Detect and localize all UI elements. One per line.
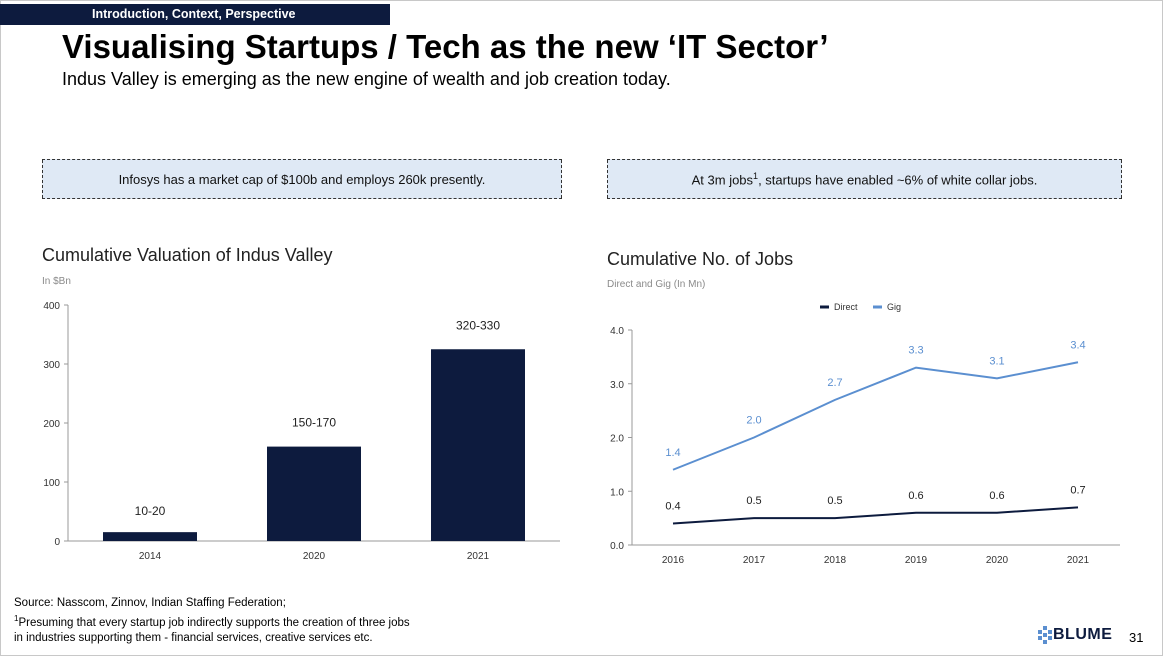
- valuation-bar-chart: 0 100 200 300 400 10-20 2014 150-170 2020 320-330…: [43, 301, 560, 562]
- brand-name: BLUME: [1053, 626, 1113, 643]
- valuation-chart-title: Cumulative Valuation of Indus Valley: [42, 245, 333, 265]
- y-tick-label: 0.0: [610, 541, 624, 552]
- y-tick-label: 0: [54, 537, 60, 548]
- bar-data-label: 150-170: [292, 416, 336, 430]
- line-data-label: 0.5: [746, 495, 761, 507]
- callout-right-text: At 3m jobs1, startups have enabled ~6% o…: [691, 170, 1038, 188]
- bar-data-label: 10-20: [135, 504, 166, 518]
- line-data-label: 2.7: [827, 377, 842, 389]
- source-line: Source: Nasscom, Zinnov, Indian Staffing…: [14, 597, 286, 609]
- line-data-label: 0.6: [908, 490, 923, 502]
- line-data-label: 0.7: [1070, 484, 1085, 496]
- callout-right: At 3m jobs1, startups have enabled ~6% o…: [607, 159, 1122, 199]
- x-tick-label: 2018: [824, 555, 847, 566]
- bar: [103, 532, 197, 541]
- x-tick-label: 2020: [303, 551, 326, 562]
- x-tick-label: 2017: [743, 555, 766, 566]
- jobs-chart-subtitle: Direct and Gig (In Mn): [607, 279, 706, 290]
- line-data-label: 0.4: [665, 501, 680, 513]
- callout-left: Infosys has a market cap of $100b and em…: [42, 159, 562, 199]
- series-line-direct: [672, 506, 1079, 525]
- line-data-label: 3.3: [908, 345, 923, 357]
- callout-left-text: Infosys has a market cap of $100b and em…: [118, 171, 486, 187]
- footnote-line-1: 1Presuming that every startup job indire…: [14, 614, 410, 629]
- y-tick-label: 100: [43, 478, 60, 489]
- footnote-line-2: in industries supporting them - financia…: [14, 631, 373, 644]
- y-tick-label: 2.0: [610, 434, 624, 445]
- jobs-line-chart: 0.0 1.0 2.0 3.0 4.0 2016 2017 2018 2019 2020 2021 0…: [610, 302, 1120, 566]
- page-number: 31: [1129, 630, 1144, 645]
- bar: [267, 446, 361, 541]
- line-data-label: 2.0: [746, 415, 761, 427]
- x-tick-label: 2014: [139, 551, 162, 562]
- page-subtitle: Indus Valley is emerging as the new engi…: [62, 69, 671, 89]
- line-data-label: 1.4: [665, 447, 680, 459]
- source-note: Source: Nasscom, Zinnov, Indian Staffing…: [14, 596, 410, 646]
- bar-data-label: 320-330: [456, 318, 500, 332]
- y-tick-label: 1.0: [610, 487, 624, 498]
- line-data-label: 3.4: [1070, 339, 1085, 351]
- y-tick-label: 300: [43, 360, 60, 371]
- x-tick-label: 2019: [905, 555, 928, 566]
- y-tick-label: 4.0: [610, 326, 624, 337]
- section-tag: Introduction, Context, Perspective: [0, 4, 390, 25]
- x-tick-label: 2016: [662, 555, 685, 566]
- x-tick-label: 2020: [986, 555, 1009, 566]
- x-tick-label: 2021: [1067, 555, 1090, 566]
- series-line-gig: [672, 361, 1079, 471]
- line-data-label: 3.1: [989, 355, 1004, 367]
- y-tick-label: 200: [43, 419, 60, 430]
- line-data-label: 0.6: [989, 490, 1004, 502]
- legend-label-gig: Gig: [887, 302, 901, 312]
- jobs-chart-title: Cumulative No. of Jobs: [607, 249, 794, 269]
- blume-logo: BLUME: [1037, 626, 1112, 644]
- y-tick-label: 3.0: [610, 380, 624, 391]
- legend-label-direct: Direct: [834, 302, 858, 312]
- bar: [431, 349, 525, 541]
- x-tick-label: 2021: [467, 551, 490, 562]
- valuation-chart-subtitle: In $Bn: [42, 276, 71, 287]
- line-data-label: 0.5: [827, 495, 842, 507]
- blume-logo-icon: [1038, 626, 1052, 644]
- y-tick-label: 400: [43, 301, 60, 312]
- page-title: Visualising Startups / Tech as the new ‘…: [62, 28, 829, 65]
